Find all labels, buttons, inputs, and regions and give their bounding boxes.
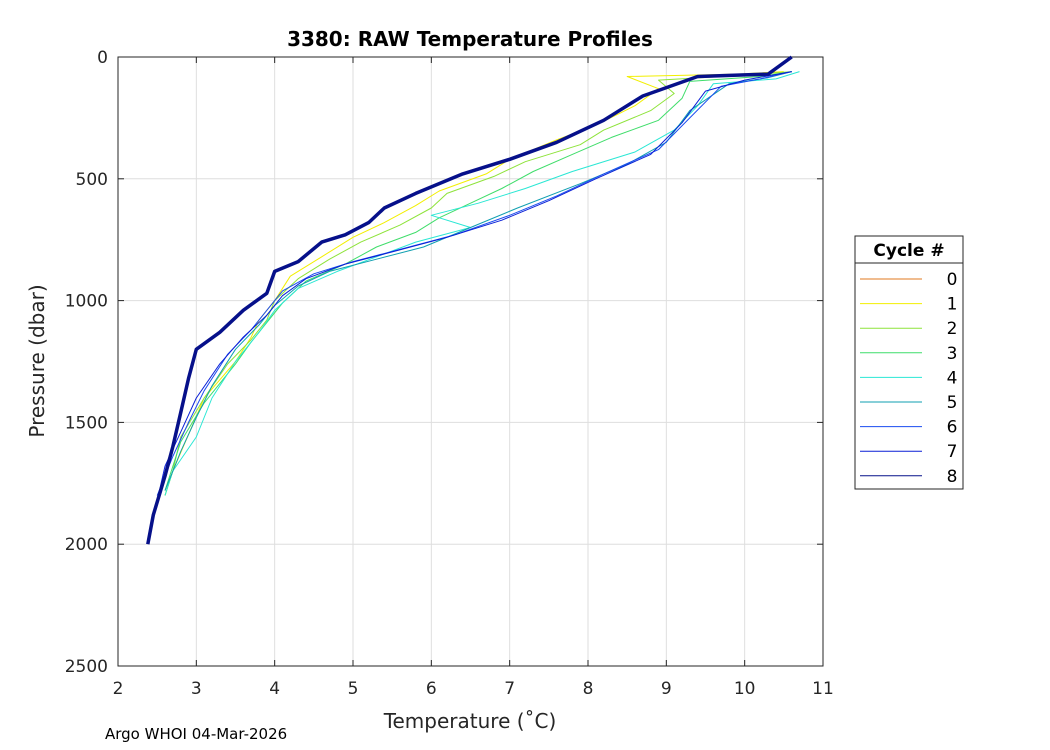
y-tick-label: 2500: [65, 657, 108, 677]
footer-text: Argo WHOI 04-Mar-2026: [105, 725, 288, 743]
series-line-cycle-4: [164, 71, 800, 496]
series-line-cycle-5: [164, 71, 792, 491]
legend-label-cycle-4: 4: [947, 368, 958, 388]
legend-label-cycle-0: 0: [947, 270, 958, 290]
legend-label-cycle-7: 7: [947, 442, 958, 462]
legend-label-cycle-2: 2: [947, 319, 958, 339]
x-tick-label: 11: [812, 679, 834, 699]
legend-label-cycle-5: 5: [947, 393, 958, 413]
legend-box: [854, 235, 964, 490]
legend-label-cycle-1: 1: [947, 295, 958, 315]
legend-items: 0 1 2 3 4 5 6 7 8: [860, 270, 957, 487]
series-line-cycle-3: [164, 71, 792, 491]
chart-title: 3380: RAW Temperature Profiles: [287, 27, 653, 51]
y-tick-label: 1500: [65, 413, 108, 433]
x-tick-label: 6: [426, 679, 437, 699]
series-line-cycle-1: [164, 71, 784, 496]
x-tick-label: 3: [191, 679, 202, 699]
x-tick-label: 4: [269, 679, 280, 699]
x-tick-label: 7: [504, 679, 515, 699]
tick-layer: 2 3 4 5 6 7 8 9 10 11 0 500 1000 1500 2000 2500: [65, 48, 834, 699]
series-line-cycle-2: [164, 71, 792, 496]
series-line-cycle-7: [156, 71, 792, 501]
y-tick-label: 2000: [65, 535, 108, 555]
x-tick-label: 5: [348, 679, 359, 699]
y-tick-label: 500: [76, 170, 108, 190]
legend-label-cycle-8: 8: [947, 467, 958, 487]
legend-title: Cycle #: [873, 241, 944, 261]
legend-label-cycle-6: 6: [947, 418, 958, 438]
legend-label-cycle-3: 3: [947, 344, 958, 364]
series-layer: [146, 55, 800, 545]
x-tick-label: 9: [661, 679, 672, 699]
y-tick-label: 1000: [65, 292, 108, 312]
y-tick-label: 0: [97, 48, 108, 68]
x-tick-label: 2: [113, 679, 124, 699]
series-line-cycle-8: [146, 55, 793, 545]
x-axis-label: Temperature (˚C): [383, 709, 557, 733]
legend: Cycle # 0 1 2 3 4 5 6 7 8: [854, 235, 964, 490]
grid-lines: [117, 56, 824, 667]
plot-area-frame: [117, 56, 824, 667]
x-tick-label: 10: [734, 679, 756, 699]
y-axis-label: Pressure (dbar): [25, 284, 49, 437]
x-tick-label: 8: [583, 679, 594, 699]
series-line-cycle-6: [156, 71, 792, 496]
